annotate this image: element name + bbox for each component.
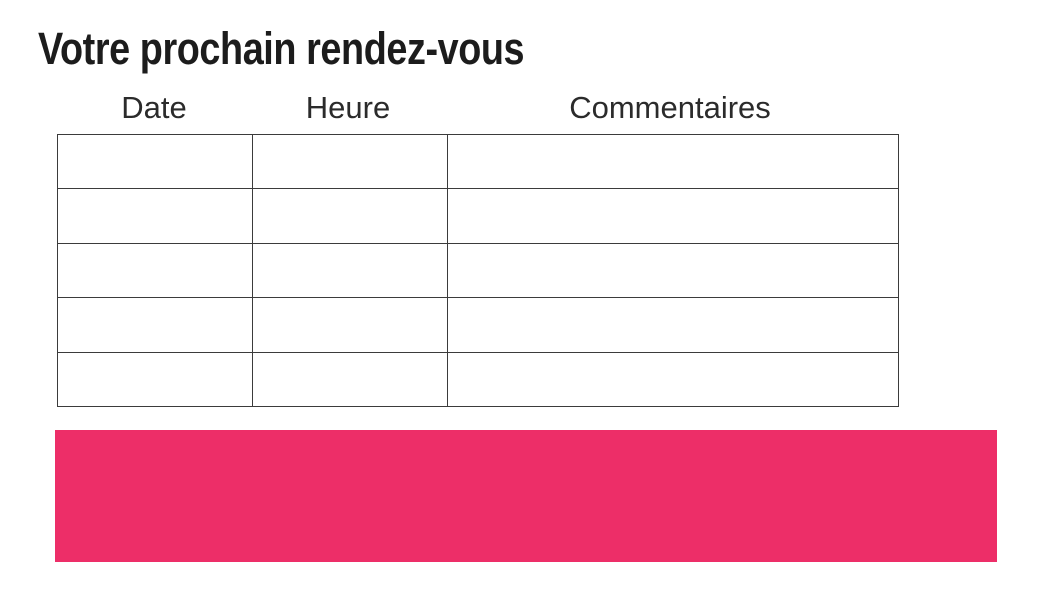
table-row <box>57 351 899 408</box>
column-header-date: Date <box>121 90 187 125</box>
table-row <box>57 133 899 190</box>
column-header-commentaires: Commentaires <box>569 90 771 125</box>
table-cell-date <box>57 188 253 244</box>
table-row <box>57 188 899 244</box>
appointments-table <box>57 133 899 408</box>
table-cell-date <box>57 242 253 299</box>
column-header-heure: Heure <box>305 90 391 125</box>
page-title: Votre prochain rendez-vous <box>38 23 525 74</box>
table-row <box>57 242 899 299</box>
table-cell-commentaires <box>447 297 899 353</box>
table-cell-commentaires <box>447 242 899 299</box>
table-cell-commentaires <box>447 351 899 408</box>
table-cell-heure <box>252 351 448 408</box>
table-cell-date <box>57 133 253 190</box>
table-header-row: Date Heure Commentaires <box>57 92 895 132</box>
table-cell-date <box>57 297 253 353</box>
table-row <box>57 297 899 353</box>
table-cell-date <box>57 351 253 408</box>
table-cell-heure <box>252 133 448 190</box>
table-cell-heure <box>252 242 448 299</box>
pink-banner <box>55 430 997 562</box>
table-cell-commentaires <box>447 133 899 190</box>
table-cell-commentaires <box>447 188 899 244</box>
table-cell-heure <box>252 297 448 353</box>
table-cell-heure <box>252 188 448 244</box>
